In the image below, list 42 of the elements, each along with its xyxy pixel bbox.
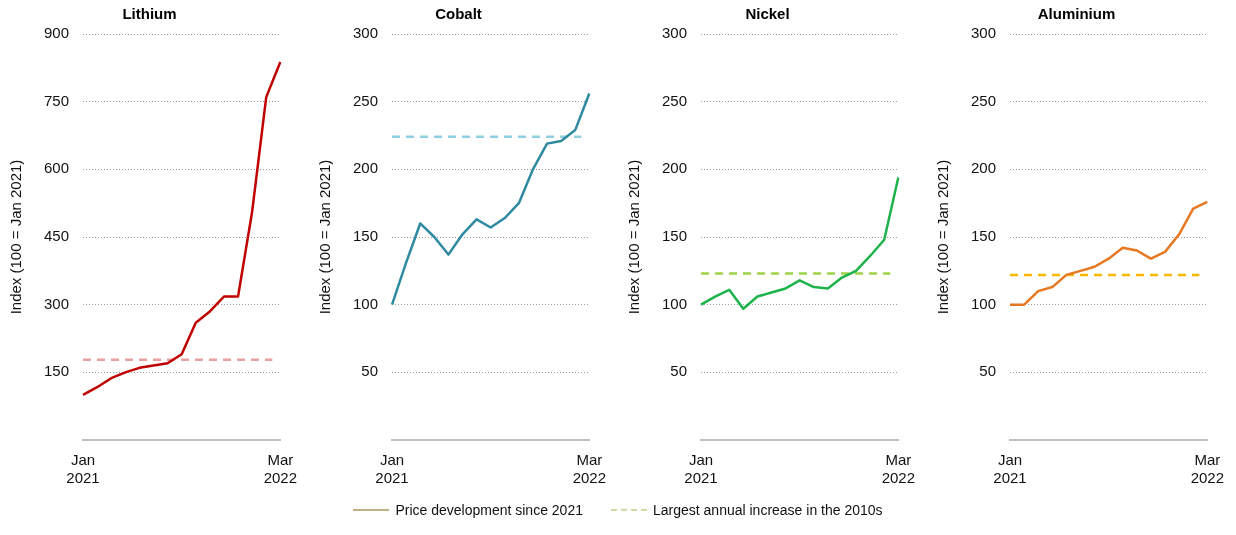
y-tick-label: 50 — [979, 362, 997, 380]
y-tick-label: 250 — [971, 91, 997, 109]
y-tick-label: 750 — [44, 91, 70, 109]
x-tick-label: Jan 2021 — [993, 451, 1027, 487]
y-tick-label: 50 — [361, 362, 379, 380]
chart-title: Nickel — [745, 5, 790, 23]
y-tick-label: 300 — [662, 24, 688, 42]
y-tick-label: 300 — [353, 24, 379, 42]
y-tick-label: 250 — [662, 91, 688, 109]
y-tick-label: 600 — [44, 159, 70, 177]
x-tick-label: Jan 2021 — [66, 451, 100, 487]
chart-title: Cobalt — [435, 5, 482, 23]
y-axis-title: Index (100 = Jan 2021) — [934, 159, 952, 315]
y-tick-label: 150 — [662, 227, 688, 245]
x-tick-label: Mar 2022 — [881, 451, 915, 487]
y-tick-label: 450 — [44, 227, 70, 245]
x-tick-label: Mar 2022 — [1190, 451, 1224, 487]
y-tick-label: 100 — [662, 294, 688, 312]
y-tick-label: 150 — [971, 227, 997, 245]
y-tick-label: 300 — [971, 24, 997, 42]
x-tick-label: Jan 2021 — [684, 451, 718, 487]
y-tick-label: 900 — [44, 24, 70, 42]
x-tick-label: Jan 2021 — [375, 451, 409, 487]
y-tick-label: 200 — [662, 159, 688, 177]
y-axis-title: Index (100 = Jan 2021) — [7, 159, 25, 315]
y-tick-label: 250 — [353, 91, 379, 109]
legend-label: Price development since 2021 — [395, 502, 583, 518]
y-tick-label: 100 — [353, 294, 379, 312]
x-tick-label: Mar 2022 — [263, 451, 297, 487]
y-tick-label: 100 — [971, 294, 997, 312]
y-tick-label: 50 — [670, 362, 688, 380]
y-tick-label: 200 — [353, 159, 379, 177]
legend-label: Largest annual increase in the 2010s — [652, 502, 883, 518]
chart-title: Aluminium — [1037, 5, 1116, 23]
y-tick-label: 300 — [44, 294, 70, 312]
y-axis-title: Index (100 = Jan 2021) — [625, 159, 643, 315]
y-tick-label: 150 — [44, 362, 70, 380]
y-tick-label: 200 — [971, 159, 997, 177]
y-tick-label: 150 — [353, 227, 379, 245]
x-tick-label: Mar 2022 — [572, 451, 606, 487]
chart-title: Lithium — [122, 5, 177, 23]
y-axis-title: Index (100 = Jan 2021) — [316, 159, 334, 315]
